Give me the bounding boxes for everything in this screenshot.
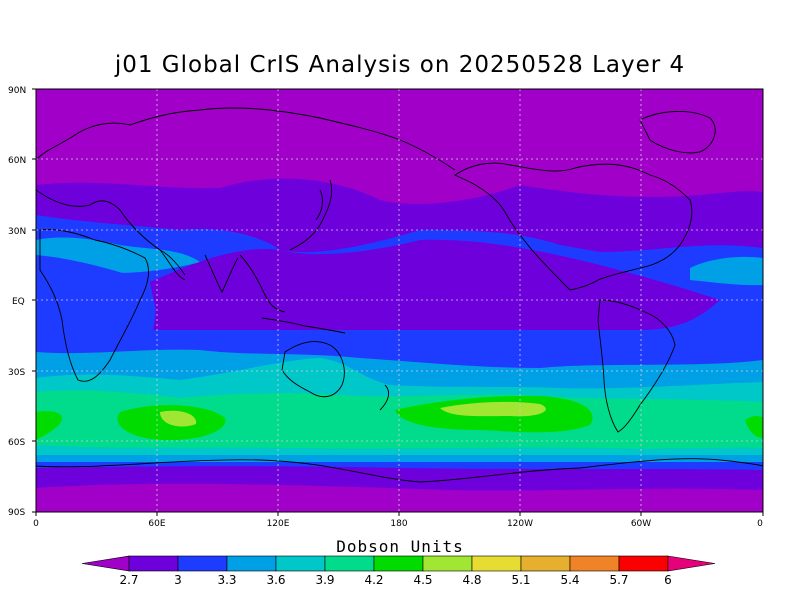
colorbar-tick-label: 4.5: [413, 573, 432, 587]
lat-tick-label: 90S: [8, 508, 25, 518]
colorbar-segment: [128, 555, 179, 572]
lon-tick-label: 180: [390, 519, 407, 529]
latitude-axis: 90N 60N 30N EQ 30S 60S 90S: [8, 86, 36, 518]
colorbar-segment: [520, 555, 571, 572]
lat-tick-label: 30S: [8, 368, 25, 378]
map-title: j01 Global CrIS Analysis on 20250528 Lay…: [114, 52, 686, 78]
longitude-axis: 0 60E 120E 180 120W 60W 0: [33, 512, 764, 529]
colorbar-tick-label: 3.3: [217, 573, 236, 587]
colorbar-tick-label: 3.6: [266, 573, 285, 587]
colorbar-tick-label: 4.2: [364, 573, 383, 587]
lon-tick-label: 60W: [631, 519, 651, 529]
lon-tick-label: 120E: [267, 519, 290, 529]
lon-tick-label: 0: [757, 519, 763, 529]
colorbar-segment: [569, 555, 620, 572]
colorbar-units-label: Dobson Units: [336, 537, 464, 556]
lon-tick-label: 60E: [148, 519, 165, 529]
graticule: [36, 89, 763, 512]
colorbar-segment: [324, 555, 375, 572]
lat-tick-label: EQ: [12, 297, 25, 307]
colorbar-tick-label: 6: [664, 573, 672, 587]
band-4-5-south-4: [745, 415, 763, 438]
lat-tick-label: 90N: [8, 86, 26, 96]
tropical-low: [150, 239, 720, 330]
colorbar-segment: [81, 555, 130, 572]
colorbar-segment: [177, 555, 228, 572]
lat-tick-label: 60S: [8, 438, 25, 448]
colorbar-tick-label: 5.1: [511, 573, 530, 587]
lat-tick-label: 60N: [8, 156, 26, 166]
colorbar-segment: [667, 555, 716, 572]
band-3-6-atlantic: [690, 256, 763, 286]
colorbar-tick-label: 3.9: [315, 573, 334, 587]
band-3-3-south: [36, 300, 763, 368]
band-4-8-south-2: [440, 401, 546, 417]
colorbar-tick-label: 2.7: [119, 573, 138, 587]
colorbar-tick-label: 5.7: [609, 573, 628, 587]
colorbar-tick-label: 4.8: [462, 573, 481, 587]
band-4-5-south-1: [36, 411, 63, 440]
ozone-map: [36, 89, 763, 512]
colorbar-segment: [373, 555, 424, 572]
colorbar-segment: [422, 555, 473, 572]
colorbar-segment: [471, 555, 522, 572]
colorbar-tick-label: 5.4: [560, 573, 579, 587]
lon-tick-label: 120W: [507, 519, 533, 529]
band-4-8-south-1: [160, 410, 197, 427]
colorbar-tick-label: 3: [174, 573, 182, 587]
colorbar-segment: [618, 555, 669, 572]
band-2-7-polar-south: [36, 483, 763, 512]
colorbar-segment: [275, 555, 326, 572]
colorbar: 2.7 3 3.3 3.6 3.9 4.2 4.5 4.8 5.1 5.4 5.7 6: [81, 555, 716, 587]
lat-tick-label: 30N: [8, 227, 26, 237]
colorbar-segment: [226, 555, 277, 572]
lon-tick-label: 0: [33, 519, 39, 529]
